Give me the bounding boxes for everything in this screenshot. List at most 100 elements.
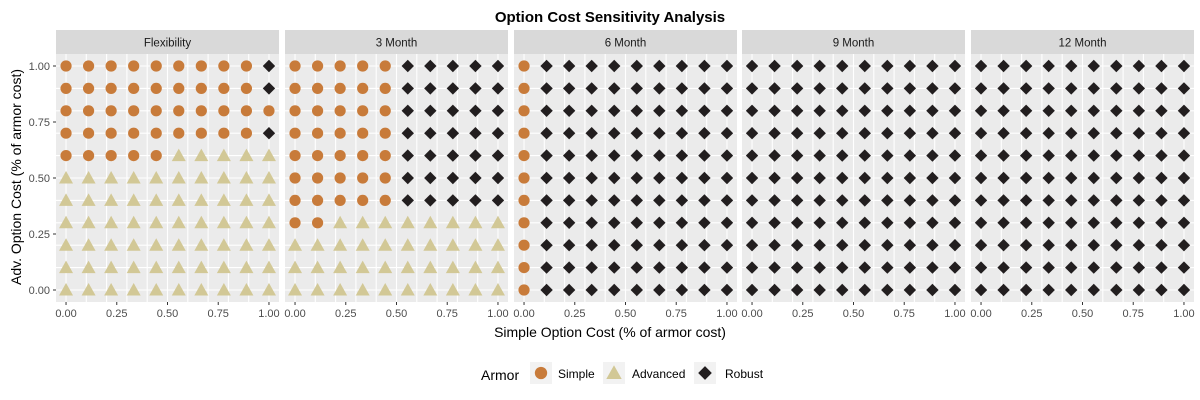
data-point bbox=[540, 127, 553, 140]
data-point bbox=[675, 283, 689, 297]
data-point bbox=[1177, 149, 1191, 162]
data-point bbox=[218, 105, 230, 117]
data-point bbox=[698, 261, 711, 274]
data-point bbox=[630, 283, 643, 297]
data-point bbox=[1042, 127, 1055, 140]
data-point bbox=[423, 260, 438, 274]
data-point bbox=[790, 171, 804, 185]
data-point bbox=[903, 104, 917, 117]
data-point bbox=[334, 60, 346, 72]
data-point bbox=[1019, 104, 1033, 117]
data-point bbox=[790, 82, 804, 95]
data-point bbox=[720, 216, 734, 229]
data-point bbox=[240, 105, 253, 117]
data-point bbox=[379, 150, 391, 162]
data-point bbox=[1132, 216, 1146, 229]
data-point bbox=[1065, 239, 1078, 252]
data-point bbox=[1132, 171, 1146, 185]
facet-strip bbox=[742, 30, 965, 54]
data-point bbox=[790, 216, 804, 229]
data-point bbox=[562, 127, 576, 140]
data-point bbox=[357, 105, 369, 117]
data-point bbox=[289, 150, 301, 162]
x-tick-label: 1.00 bbox=[1173, 308, 1194, 320]
data-point bbox=[630, 261, 643, 274]
data-point bbox=[378, 260, 393, 274]
data-point bbox=[858, 82, 871, 95]
data-point bbox=[608, 283, 621, 297]
data-point bbox=[171, 215, 186, 229]
facet-panel-2: 6 Month 0.00 0.25 0.50 0.75 1.00 bbox=[513, 30, 738, 320]
data-point bbox=[948, 149, 962, 162]
data-point bbox=[105, 105, 117, 117]
data-point bbox=[490, 238, 505, 251]
data-point bbox=[401, 149, 414, 162]
data-point bbox=[261, 148, 276, 162]
data-point bbox=[585, 82, 598, 95]
data-point bbox=[836, 149, 849, 162]
data-point bbox=[836, 261, 849, 274]
data-point bbox=[1110, 59, 1123, 73]
data-point bbox=[126, 260, 141, 274]
data-point bbox=[195, 82, 207, 94]
data-point bbox=[81, 193, 96, 206]
data-point bbox=[239, 238, 254, 251]
legend-entry-simple: Simple bbox=[530, 362, 595, 384]
data-point bbox=[104, 283, 119, 296]
data-point bbox=[562, 149, 576, 162]
data-point bbox=[60, 60, 72, 72]
data-point bbox=[311, 150, 324, 162]
data-point bbox=[1132, 104, 1146, 117]
data-point bbox=[1065, 261, 1078, 274]
data-point bbox=[239, 283, 254, 296]
data-point bbox=[768, 239, 781, 252]
data-point bbox=[974, 216, 988, 229]
data-point bbox=[357, 172, 369, 184]
data-point bbox=[518, 217, 530, 229]
data-point bbox=[813, 283, 826, 297]
data-point bbox=[562, 261, 576, 274]
data-point bbox=[1019, 149, 1033, 162]
data-point bbox=[1065, 104, 1078, 117]
data-point bbox=[60, 150, 72, 162]
data-point bbox=[1155, 216, 1168, 229]
data-point bbox=[1155, 149, 1168, 162]
data-point bbox=[881, 261, 894, 274]
data-point bbox=[997, 239, 1010, 252]
facet-panel-0: Flexibility 0.00 0.25 0.50 0.75 1.00 bbox=[55, 30, 280, 320]
data-point bbox=[675, 171, 689, 185]
data-point bbox=[608, 149, 621, 162]
data-point bbox=[698, 216, 711, 229]
legend-entry-robust: Robust bbox=[694, 362, 764, 384]
data-point bbox=[423, 215, 438, 229]
data-point bbox=[768, 82, 781, 95]
data-point bbox=[1155, 283, 1168, 297]
x-tick-label: 0.75 bbox=[1123, 308, 1144, 320]
data-point bbox=[1155, 261, 1168, 274]
data-point bbox=[1019, 261, 1033, 274]
data-point bbox=[334, 194, 346, 206]
data-point bbox=[1132, 239, 1146, 252]
data-point bbox=[997, 261, 1010, 274]
data-point bbox=[974, 194, 988, 207]
data-point bbox=[518, 150, 530, 162]
data-point bbox=[1065, 82, 1078, 95]
data-point bbox=[1042, 171, 1055, 185]
data-point bbox=[355, 238, 370, 251]
data-point bbox=[1110, 239, 1123, 252]
data-point bbox=[813, 104, 826, 117]
data-point bbox=[194, 283, 209, 296]
data-point bbox=[171, 238, 186, 251]
data-point bbox=[948, 59, 962, 73]
data-point bbox=[400, 260, 415, 274]
data-point bbox=[1042, 82, 1055, 95]
data-point bbox=[400, 238, 415, 251]
y-tick-label: 0.75 bbox=[29, 117, 50, 129]
data-point bbox=[334, 105, 346, 117]
data-point bbox=[491, 194, 505, 207]
data-point bbox=[491, 104, 505, 117]
data-point bbox=[490, 283, 505, 296]
data-point bbox=[491, 82, 505, 95]
data-point bbox=[608, 171, 621, 185]
data-point bbox=[608, 239, 621, 252]
